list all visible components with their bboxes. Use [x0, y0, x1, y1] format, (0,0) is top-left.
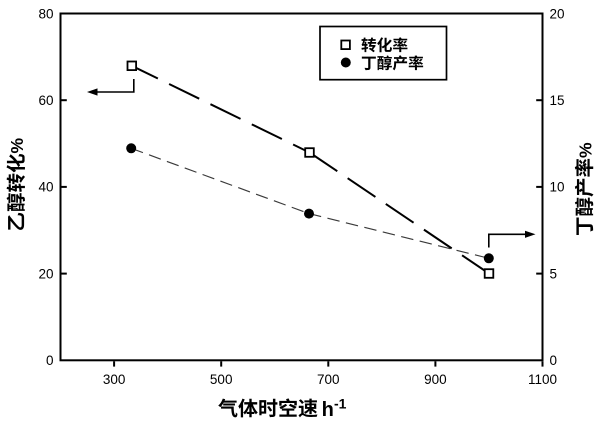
svg-text:40: 40 — [38, 180, 53, 195]
svg-text:80: 80 — [38, 6, 53, 21]
svg-text:15: 15 — [550, 93, 565, 108]
svg-text:%: % — [576, 142, 596, 158]
svg-text:20: 20 — [550, 6, 565, 21]
svg-text:0: 0 — [46, 353, 54, 368]
svg-text:-1: -1 — [334, 396, 347, 412]
svg-text:0: 0 — [550, 353, 558, 368]
svg-text:10: 10 — [550, 180, 565, 195]
svg-text:700: 700 — [317, 372, 340, 387]
svg-text:60: 60 — [38, 93, 53, 108]
svg-text:%: % — [7, 138, 27, 154]
svg-text:20: 20 — [38, 266, 53, 281]
svg-text:500: 500 — [210, 372, 233, 387]
svg-text:1100: 1100 — [528, 372, 557, 387]
svg-text:300: 300 — [103, 372, 126, 387]
svg-text:5: 5 — [550, 266, 558, 281]
svg-text:h: h — [322, 399, 334, 421]
svg-text:900: 900 — [424, 372, 447, 387]
